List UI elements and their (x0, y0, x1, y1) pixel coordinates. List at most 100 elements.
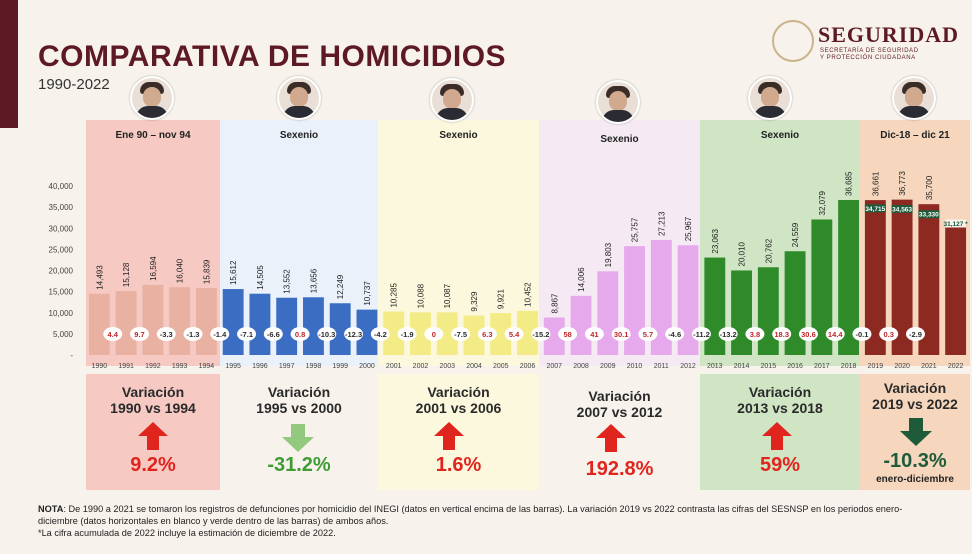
variation-subtitle: enero-diciembre (876, 474, 954, 485)
change-badge (103, 327, 123, 341)
change-label: -12.3 (345, 330, 362, 339)
president-portrait (130, 76, 174, 120)
bar (303, 297, 324, 355)
logo-title: SEGURIDAD (818, 22, 960, 47)
president-portrait (430, 78, 474, 122)
bar-value-label: 10,452 (524, 282, 533, 307)
bar (436, 312, 458, 355)
bar-value-label: 25,967 (684, 216, 693, 241)
change-badge (477, 327, 497, 341)
bar-value-label: 9,329 (470, 291, 479, 312)
variation-title: Variación 2007 vs 2012 (576, 388, 663, 420)
x-tick-label: 2014 (734, 363, 750, 370)
arrow-up-icon (762, 422, 792, 450)
change-label: -3.3 (160, 330, 173, 339)
variation-value: -31.2% (267, 454, 331, 476)
variation-value: 9.2% (130, 454, 176, 476)
y-tick-label: 40,000 (49, 182, 74, 191)
change-label: -0.1 (856, 330, 869, 339)
bar-value-label: 16,040 (176, 258, 185, 283)
period-panel-2001-2006: Sexenio (378, 120, 539, 366)
x-tick-label: 1992 (145, 363, 161, 370)
bar (838, 200, 860, 355)
x-tick-label: 2016 (787, 363, 803, 370)
president-portrait (277, 76, 321, 120)
change-label: 0.8 (295, 330, 305, 339)
y-tick-label: 25,000 (49, 245, 74, 254)
change-badge (798, 327, 818, 341)
change-badge (772, 327, 792, 341)
change-label: -13.2 (720, 330, 737, 339)
bar (784, 251, 806, 355)
variation-title: Variación 1995 vs 2000 (256, 384, 342, 416)
bar (517, 310, 538, 355)
bar (356, 309, 378, 355)
period-panel-2013-2018: Sexenio (700, 120, 860, 366)
left-accent-bar (0, 0, 18, 128)
change-label: 3.8 (750, 330, 760, 339)
bar-value-label: 16,594 (149, 256, 158, 281)
variation-title: Variación 2013 vs 2018 (737, 384, 823, 416)
x-tick-label: 1993 (172, 363, 188, 370)
x-tick-label: 2002 (413, 363, 429, 370)
change-badge (317, 327, 337, 341)
bar-value-label: 32,079 (818, 190, 827, 215)
x-tick-label: 2000 (359, 363, 375, 370)
bar-value-label: 36,685 (845, 171, 854, 196)
bar (624, 246, 645, 355)
bar-value-label: 23,063 (711, 229, 720, 254)
bar (490, 313, 512, 355)
period-label: Sexenio (279, 130, 319, 141)
x-tick-label: 2018 (841, 363, 857, 370)
bar-value-label: 35,700 (925, 175, 934, 200)
bar-value-label: 8,867 (550, 293, 559, 314)
sesnsp-value-label: 34,715 (865, 206, 885, 213)
x-tick-label: 2019 (868, 363, 884, 370)
change-badge (691, 327, 711, 341)
y-tick-label: 35,000 (49, 203, 74, 212)
change-label: 30.6 (801, 330, 816, 339)
period-label: Sexenio (600, 134, 639, 145)
bar-value-label: 13,656 (309, 268, 318, 293)
x-tick-label: 2004 (466, 363, 482, 370)
change-label: -7.1 (240, 330, 253, 339)
y-tick-label: 5,000 (53, 330, 74, 339)
change-label: 0.3 (884, 330, 894, 339)
variation-value: -10.3% (883, 450, 947, 472)
variation-box-1990-1994: Variación 1990 vs 1994 9.2% (86, 374, 220, 490)
change-badge (290, 327, 310, 341)
variation-box-1995-2000: Variación 1995 vs 2000 -31.2% (220, 374, 378, 490)
change-badge (825, 327, 845, 341)
change-label: -11.2 (693, 330, 710, 339)
change-label: 58 (563, 330, 571, 339)
arrow-up-icon (596, 424, 626, 452)
change-badge (905, 327, 925, 341)
x-tick-label: 2003 (439, 363, 455, 370)
seguridad-logo: SEGURIDAD SECRETARÍA DE SEGURIDAD Y PROTE… (772, 20, 962, 64)
change-label: 41 (590, 330, 598, 339)
page-subtitle: 1990-2022 (38, 76, 110, 93)
sesnsp-value-label: 34,563 (892, 206, 912, 213)
y-tick-label: 20,000 (49, 267, 74, 276)
bar (677, 245, 699, 355)
change-badge (638, 327, 658, 341)
bar-value-label: 10,088 (416, 283, 425, 308)
sesnsp-marker (945, 219, 967, 228)
change-label: 6.3 (482, 330, 492, 339)
page-title: COMPARATIVA DE HOMICIDIOS (38, 40, 507, 73)
change-badge (558, 327, 578, 341)
bar (918, 204, 940, 355)
change-label: -6.6 (267, 330, 280, 339)
bar (222, 289, 244, 355)
x-tick-label: 2021 (921, 363, 937, 370)
arrow-up-icon (434, 422, 464, 450)
x-tick-label: 2012 (680, 363, 696, 370)
bar-value-label: 14,006 (577, 267, 586, 292)
change-badge (451, 327, 471, 341)
change-badge (745, 327, 765, 341)
bar-value-label: 27,213 (657, 211, 666, 236)
change-label: -4.2 (374, 330, 387, 339)
x-tick-label: 2022 (948, 363, 964, 370)
change-label: 18.3 (774, 330, 789, 339)
x-tick-label: 1990 (92, 363, 108, 370)
